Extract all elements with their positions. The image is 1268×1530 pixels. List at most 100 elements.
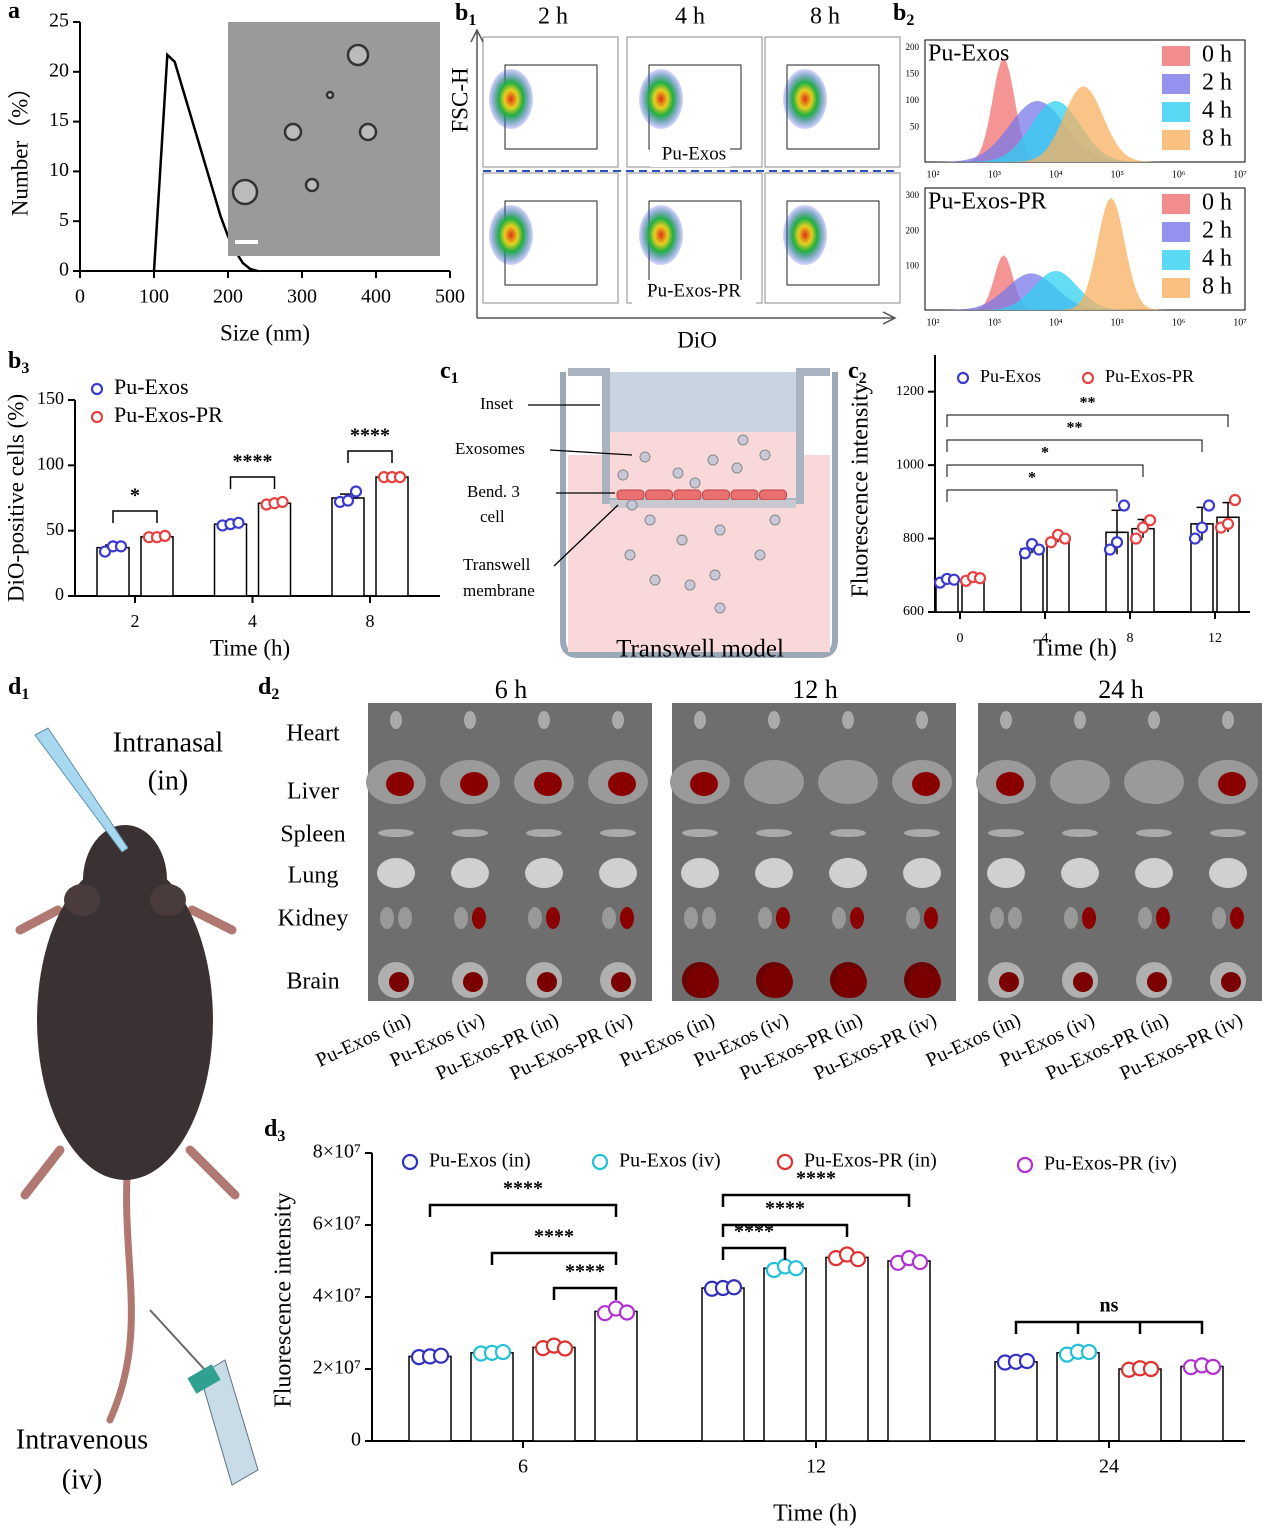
x-axis-label: Time (h) bbox=[773, 1501, 857, 1527]
diagram-label: Bend. 3 bbox=[467, 482, 520, 501]
organ bbox=[1124, 760, 1184, 804]
group-label: Pu-Exos-PR (in) bbox=[432, 1009, 562, 1085]
signal bbox=[761, 966, 793, 998]
x-tick-label: 4 bbox=[1042, 631, 1049, 646]
bar bbox=[470, 1352, 514, 1442]
data-point bbox=[1202, 499, 1216, 512]
sig-label: **** bbox=[534, 1226, 574, 1248]
y-tick-label: 800 bbox=[903, 531, 924, 546]
organ bbox=[744, 760, 804, 804]
sig-bracket bbox=[229, 476, 276, 489]
signal bbox=[999, 972, 1019, 992]
y-tick-label: 0 bbox=[351, 1429, 361, 1451]
label-bg bbox=[650, 143, 730, 167]
legend-label: 2 h bbox=[1202, 218, 1232, 244]
time-title: 24 h bbox=[1098, 675, 1144, 704]
exosome bbox=[759, 449, 771, 461]
data-point bbox=[911, 1253, 929, 1271]
syringe-hub bbox=[187, 1364, 221, 1394]
data-point bbox=[341, 494, 355, 507]
signal bbox=[835, 966, 867, 998]
group-label: Pu-Exos-PR (iv) bbox=[1116, 1009, 1246, 1085]
ear bbox=[64, 884, 100, 916]
exosome bbox=[769, 514, 781, 526]
x-tick-label: 10⁷ bbox=[1233, 169, 1247, 180]
diagram-caption: Transwell model bbox=[616, 636, 784, 663]
x-tick-label: 200 bbox=[213, 286, 243, 308]
x-tick-label: 8 bbox=[1127, 631, 1134, 646]
sig-label: ** bbox=[1080, 395, 1096, 412]
sig-bracket bbox=[721, 1223, 849, 1237]
cell-cloud bbox=[783, 69, 827, 129]
panel-label: b1 bbox=[455, 0, 476, 29]
cell bbox=[616, 489, 645, 501]
organ bbox=[756, 829, 792, 837]
head bbox=[83, 825, 167, 935]
data-point bbox=[276, 495, 289, 509]
exosome bbox=[617, 469, 629, 481]
data-point bbox=[1195, 521, 1209, 534]
cell bbox=[673, 489, 702, 501]
organ bbox=[1000, 711, 1012, 729]
x-axis-label: Time (h) bbox=[1033, 636, 1117, 662]
x-tick-label: 500 bbox=[435, 286, 465, 308]
y-tick-label: 6×10⁷ bbox=[313, 1213, 361, 1235]
legs bbox=[15, 905, 240, 1200]
sig-bracket bbox=[946, 489, 1118, 502]
bar bbox=[701, 1287, 745, 1442]
organ bbox=[1136, 829, 1172, 837]
legend-swatch bbox=[1162, 222, 1190, 242]
legend-label: 8 h bbox=[1202, 274, 1232, 300]
y-tick-label: 100 bbox=[906, 95, 920, 105]
organ bbox=[987, 858, 1025, 888]
y-axis-label: Fluorescence intensity bbox=[848, 382, 874, 597]
organ bbox=[1222, 711, 1234, 729]
organ bbox=[1082, 907, 1096, 929]
cell bbox=[645, 489, 673, 501]
hist-curve bbox=[933, 197, 1240, 310]
bar bbox=[763, 1267, 807, 1442]
sig-bracket bbox=[946, 464, 1144, 477]
hist-title: Pu-Exos bbox=[928, 41, 1009, 67]
y-tick-label: 15 bbox=[49, 109, 69, 131]
exosome bbox=[709, 569, 721, 581]
y-tick-label: 25 bbox=[49, 10, 69, 32]
y-tick-label: 200 bbox=[906, 42, 920, 52]
bar bbox=[1056, 1352, 1100, 1442]
sig-label: ** bbox=[1067, 420, 1083, 437]
sig-label: **** bbox=[350, 425, 390, 447]
row-label: Pu-Exos bbox=[662, 143, 726, 164]
panel-letter: a bbox=[8, 0, 20, 24]
organ-label: Kidney bbox=[278, 906, 349, 932]
cell bbox=[759, 489, 787, 501]
organ bbox=[850, 907, 864, 929]
legend-label: 0 h bbox=[1202, 190, 1232, 216]
exosome bbox=[754, 549, 766, 561]
x-axis-label: DiO bbox=[677, 327, 717, 352]
vesicle bbox=[358, 122, 378, 142]
sig-label: **** bbox=[565, 1261, 605, 1283]
y-tick-label: 0 bbox=[55, 584, 64, 604]
sig-bracket bbox=[946, 414, 1229, 427]
sig-bracket bbox=[347, 450, 393, 463]
signal bbox=[389, 972, 409, 992]
organ bbox=[702, 907, 716, 929]
sig-label: **** bbox=[233, 451, 273, 473]
y-axis-label: DiO-positive cells (%) bbox=[3, 394, 28, 602]
x-axis-label: Size (nm) bbox=[220, 320, 310, 345]
panel-label: c2 bbox=[848, 358, 867, 387]
group-label: Pu-Exos-PR (in) bbox=[736, 1009, 866, 1085]
diagram-label: Inset bbox=[480, 394, 513, 413]
y-tick-label: 1000 bbox=[896, 457, 924, 472]
organ bbox=[1138, 907, 1152, 929]
legend-label: 2 h bbox=[1202, 70, 1232, 96]
hist-curve bbox=[933, 86, 1240, 162]
vesicle bbox=[325, 90, 335, 100]
x-tick-label: 10⁶ bbox=[1172, 317, 1186, 328]
column-title: 8 h bbox=[810, 4, 840, 30]
organ bbox=[906, 907, 920, 929]
organ bbox=[903, 858, 941, 888]
outer-well bbox=[560, 372, 838, 658]
organ bbox=[380, 907, 394, 929]
panel-sub: 1 bbox=[21, 686, 29, 703]
